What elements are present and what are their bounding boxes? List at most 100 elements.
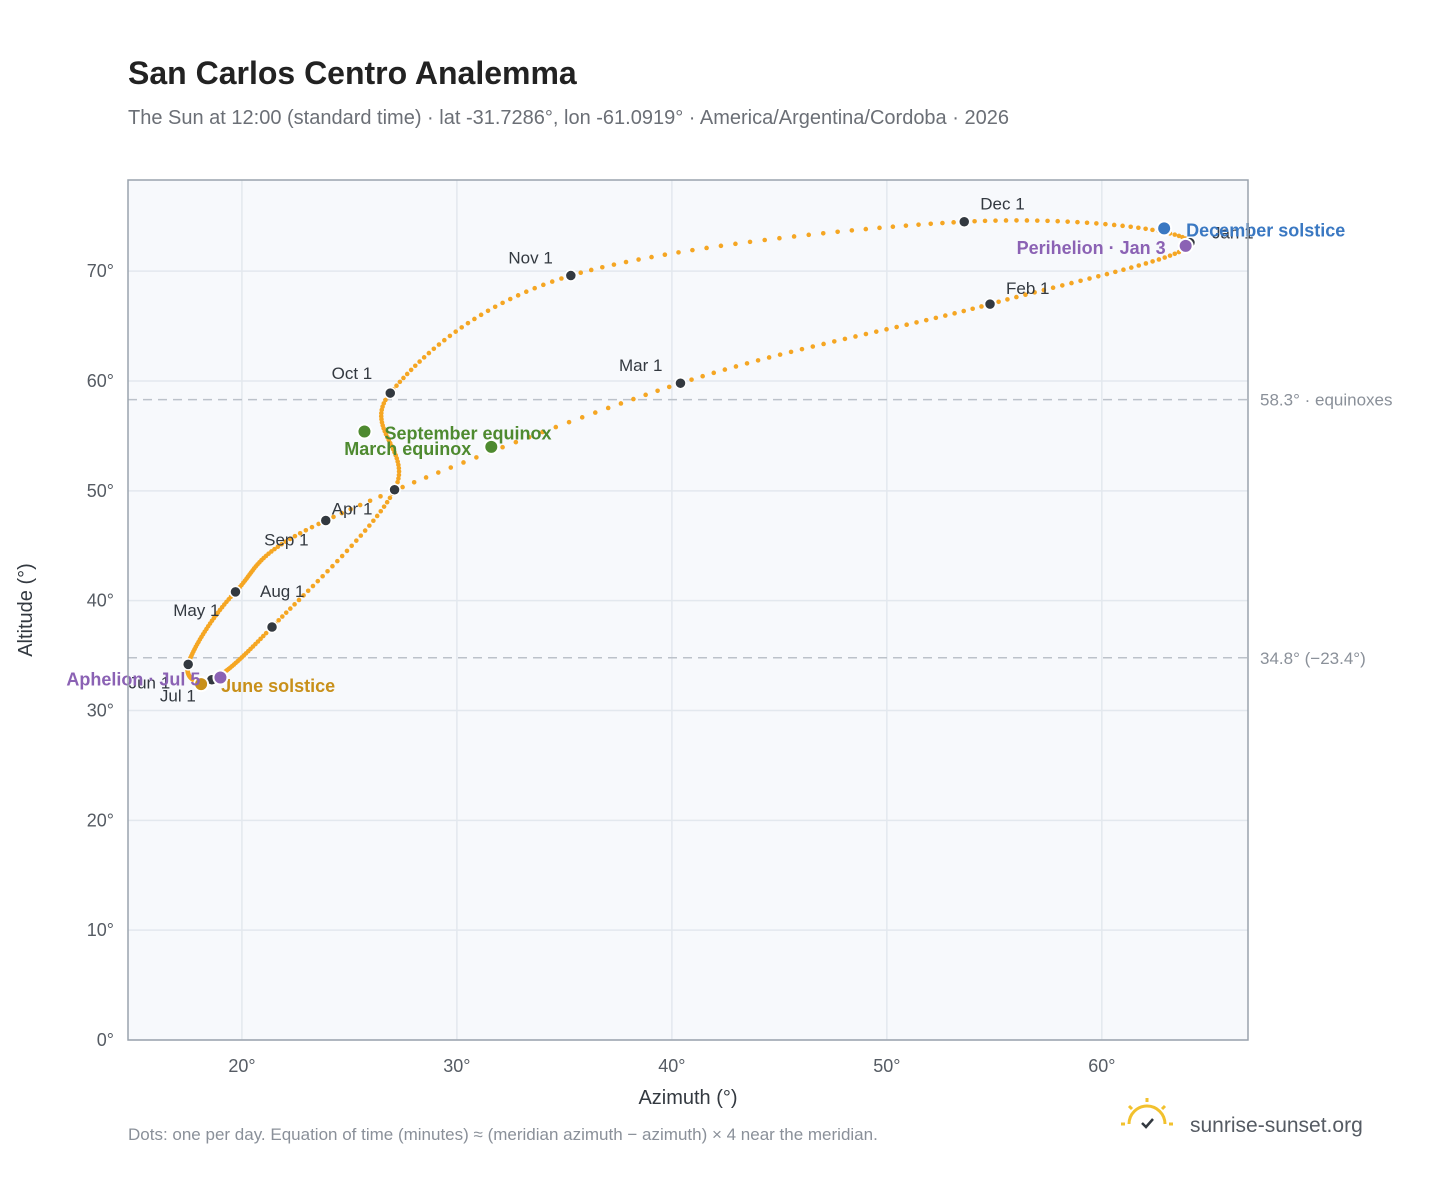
daily-sun-dot xyxy=(799,346,805,352)
month-label: Nov 1 xyxy=(508,249,552,268)
daily-sun-dot xyxy=(1075,219,1080,225)
daily-sun-dot xyxy=(320,573,325,579)
daily-sun-dot xyxy=(397,379,403,385)
daily-sun-dot xyxy=(330,563,335,569)
y-axis-label: Altitude (°) xyxy=(15,563,37,657)
daily-sun-dot xyxy=(996,299,1001,305)
daily-sun-dot xyxy=(485,308,491,314)
daily-sun-dot xyxy=(1005,297,1010,302)
daily-sun-dot xyxy=(423,475,429,480)
daily-sun-dot xyxy=(1014,294,1019,300)
daily-sun-dot xyxy=(1113,269,1118,275)
footnote: Dots: one per day. Equation of time (min… xyxy=(128,1125,878,1144)
daily-sun-dot xyxy=(1096,273,1101,279)
month-label: Apr 1 xyxy=(332,499,373,518)
daily-sun-dot xyxy=(515,293,521,298)
daily-sun-dot xyxy=(1121,267,1126,273)
month-marker xyxy=(181,658,195,671)
daily-sun-dot xyxy=(408,367,414,373)
month-marker xyxy=(319,514,333,527)
daily-sun-dot xyxy=(762,237,768,243)
month-label: Jan 1 xyxy=(1212,224,1254,243)
daily-sun-dot xyxy=(1172,232,1178,237)
daily-sun-dot xyxy=(933,315,939,321)
plot-background xyxy=(128,180,1248,1040)
daily-sun-dot xyxy=(1055,218,1060,224)
daily-sun-dot xyxy=(339,510,345,516)
x-tick-label: 50° xyxy=(873,1056,900,1076)
daily-sun-dot xyxy=(1120,223,1125,229)
daily-sun-dot xyxy=(381,504,387,509)
daily-sun-dot xyxy=(831,339,837,344)
daily-sun-dot xyxy=(532,285,537,291)
daily-sun-dot xyxy=(943,313,948,318)
reference-lines: 58.3° · equinoxes 34.8° (−23.4°) xyxy=(128,391,1393,668)
month-marker xyxy=(265,620,279,634)
daily-sun-dot xyxy=(689,377,694,382)
month-marker xyxy=(564,269,578,282)
daily-sun-dot xyxy=(1128,224,1133,230)
month-label: May 1 xyxy=(173,601,219,620)
daily-sun-dot xyxy=(459,325,465,330)
daily-sun-dot xyxy=(631,396,636,402)
daily-sun-dot xyxy=(1065,219,1070,224)
daily-sun-dot xyxy=(540,429,545,435)
daily-sun-dot xyxy=(810,344,816,349)
daily-sun-dot xyxy=(951,220,956,225)
daily-sun-dot xyxy=(1156,257,1162,262)
daily-sun-dot xyxy=(344,548,350,554)
month-marker xyxy=(983,297,997,311)
month-label: Feb 1 xyxy=(1006,279,1049,298)
daily-sun-dot xyxy=(747,239,753,245)
daily-sun-dot xyxy=(283,610,289,615)
daily-sun-dot xyxy=(325,568,330,574)
daily-sun-dot xyxy=(766,355,772,360)
daily-sun-dot xyxy=(1143,226,1148,232)
daily-sun-dot xyxy=(331,514,336,520)
daily-sun-dot xyxy=(387,495,393,501)
daily-sun-dot xyxy=(303,527,309,533)
daily-sun-dot xyxy=(301,593,306,598)
daily-sun-dot xyxy=(662,252,668,257)
daily-sun-dot xyxy=(1104,271,1110,277)
daily-sun-dot xyxy=(1045,218,1050,224)
daily-sun-dot xyxy=(643,392,648,398)
daily-sun-dot xyxy=(733,241,738,247)
daily-sun-dot xyxy=(690,247,695,253)
daily-sun-dot xyxy=(448,465,454,470)
daily-sun-dot xyxy=(1136,225,1141,231)
daily-sun-dot xyxy=(1024,218,1030,223)
event-marker xyxy=(483,438,500,455)
daily-sun-dot xyxy=(378,508,384,514)
daily-sun-dot xyxy=(394,383,399,389)
month-label: Aug 1 xyxy=(260,582,304,601)
daily-sun-dot xyxy=(649,254,654,260)
daily-sun-dot xyxy=(523,289,529,294)
daily-sun-dot xyxy=(436,470,441,475)
daily-sun-dot xyxy=(384,499,390,505)
event-marker xyxy=(212,669,229,686)
daily-sun-dot xyxy=(588,267,594,273)
daily-sun-dot xyxy=(400,484,405,490)
daily-sun-dot xyxy=(1136,263,1142,268)
daily-sun-dot xyxy=(1167,253,1173,258)
daily-sun-dot xyxy=(1087,276,1092,281)
daily-sun-dot xyxy=(1084,220,1090,226)
daily-sun-dot xyxy=(993,218,998,223)
daily-sun-dot xyxy=(1003,218,1009,223)
y-tick-label: 40° xyxy=(87,591,114,611)
daily-sun-dot xyxy=(666,384,672,390)
y-tick-label: 30° xyxy=(87,700,114,720)
daily-sun-dot xyxy=(309,524,315,530)
daily-sun-dot xyxy=(835,229,840,235)
daily-sun-dot xyxy=(465,320,471,326)
daily-sun-dot xyxy=(310,583,316,589)
daily-sun-dot xyxy=(431,346,437,352)
daily-sun-dot xyxy=(914,320,919,325)
daily-sun-dot xyxy=(863,226,869,232)
event-marker xyxy=(1156,220,1173,237)
daily-sun-dot xyxy=(877,225,882,231)
daily-sun-dot xyxy=(367,498,373,504)
daily-sun-dot xyxy=(1103,221,1108,227)
daily-sun-dot xyxy=(362,528,368,533)
